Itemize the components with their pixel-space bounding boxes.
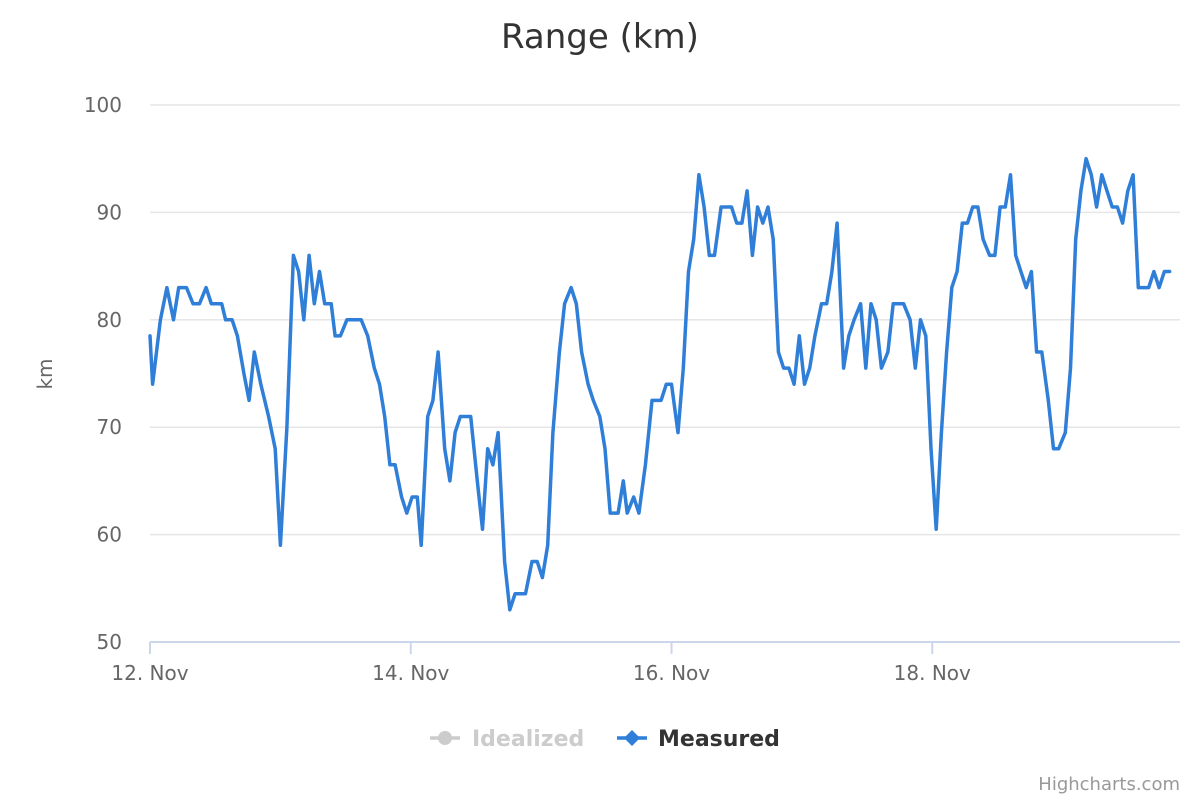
y-axis-title: km (33, 358, 57, 389)
y-tick-label: 100 (84, 93, 122, 117)
legend-label: Idealized (472, 727, 584, 752)
series-group (148, 156, 1172, 612)
y-axis-ticks: 50 60 70 80 90 100 (84, 93, 122, 654)
y-tick-label: 90 (97, 200, 122, 224)
y-tick-label: 70 (97, 415, 122, 439)
y-tick-label: 50 (97, 630, 122, 654)
credits-link[interactable]: Highcharts.com (1038, 774, 1180, 795)
x-tick-label: 16. Nov (633, 661, 710, 685)
legend-label: Measured (658, 727, 780, 752)
x-tick-label: 14. Nov (372, 661, 449, 685)
y-tick-label: 60 (97, 523, 122, 547)
series-line-measured[interactable] (148, 156, 1172, 612)
chart-title: Range (km) (501, 17, 699, 57)
legend-item-measured[interactable]: Measured (617, 727, 780, 752)
grid-lines (150, 104, 1180, 536)
legend-diamond-marker (624, 730, 640, 746)
y-tick-label: 80 (97, 308, 122, 332)
legend: Idealized Measured (430, 727, 780, 752)
x-tick-label: 18. Nov (894, 661, 971, 685)
x-axis: 12. Nov 14. Nov 16. Nov 18. Nov (111, 641, 1180, 685)
legend-item-idealized[interactable]: Idealized (430, 727, 584, 752)
legend-circle-marker (438, 731, 452, 745)
x-tick-label: 12. Nov (111, 661, 188, 685)
